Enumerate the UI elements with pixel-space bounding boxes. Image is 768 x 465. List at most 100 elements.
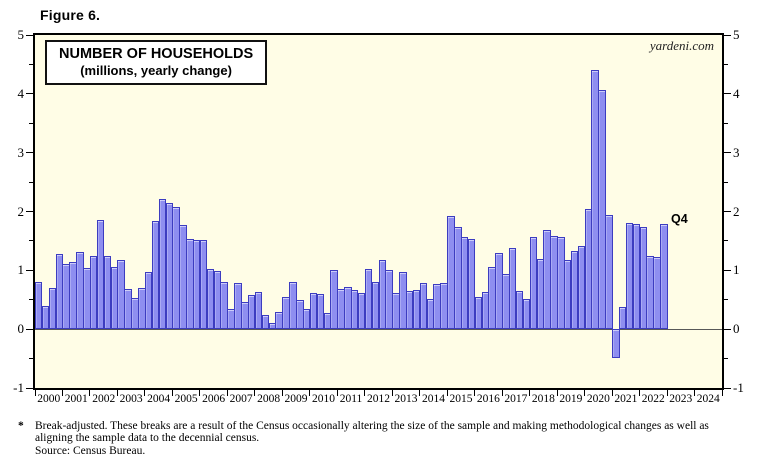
y-axis-minor-tick bbox=[724, 358, 728, 360]
x-axis-year-label: 2011 bbox=[339, 393, 363, 405]
y-axis-major-tick bbox=[724, 93, 731, 95]
bar bbox=[509, 247, 517, 330]
x-axis-year-label: 2003 bbox=[119, 393, 143, 405]
last-point-label: Q4 bbox=[671, 211, 688, 226]
x-axis-year-label: 2014 bbox=[421, 393, 445, 405]
x-axis-year-label: 2018 bbox=[531, 393, 555, 405]
y-axis-minor-tick bbox=[724, 299, 728, 301]
y-axis-label-right: -1 bbox=[733, 380, 744, 395]
x-axis-year-label: 2008 bbox=[257, 393, 281, 405]
x-axis-tick bbox=[391, 390, 393, 396]
y-axis-major-tick bbox=[26, 93, 33, 95]
x-axis-year-label: 2007 bbox=[229, 393, 253, 405]
y-axis-major-tick bbox=[724, 211, 731, 212]
footnote: * Break-adjusted. These breaks are a res… bbox=[18, 420, 748, 457]
y-axis-label-right: 3 bbox=[733, 144, 740, 160]
y-axis-minor-tick bbox=[29, 240, 33, 242]
x-axis-tick bbox=[89, 390, 91, 396]
chart-title: NUMBER OF HOUSEHOLDS bbox=[59, 46, 254, 62]
y-axis-minor-tick bbox=[724, 181, 728, 183]
y-axis-minor-tick bbox=[29, 299, 33, 301]
bar bbox=[220, 281, 228, 330]
chart-title-box: NUMBER OF HOUSEHOLDS (millions, yearly c… bbox=[45, 40, 268, 85]
watermark-yardeni: yardeni.com bbox=[649, 38, 714, 53]
x-axis-year-label: 2016 bbox=[476, 393, 500, 405]
x-axis-year-label: 2013 bbox=[394, 393, 418, 405]
bar bbox=[35, 281, 43, 330]
x-axis-tick bbox=[309, 390, 311, 396]
x-axis-tick bbox=[281, 390, 283, 396]
y-axis-label-left: 2 bbox=[17, 203, 25, 219]
y-axis-label-left: 1 bbox=[17, 262, 25, 278]
x-axis-tick bbox=[556, 390, 558, 396]
y-axis-major-tick bbox=[26, 269, 33, 271]
y-axis-label-right: 0 bbox=[733, 321, 740, 337]
y-axis-label-left: -1 bbox=[13, 380, 24, 395]
y-axis-major-tick bbox=[26, 328, 33, 330]
y-axis-minor-tick bbox=[29, 63, 33, 65]
chart-plot-area: NUMBER OF HOUSEHOLDS (millions, yearly c… bbox=[33, 33, 724, 390]
y-axis-major-tick bbox=[724, 152, 731, 154]
x-axis-tick bbox=[254, 390, 256, 396]
x-axis-tick bbox=[199, 390, 201, 396]
y-axis-major-tick bbox=[724, 387, 731, 389]
y-axis-minor-tick bbox=[724, 122, 728, 124]
x-axis-year-label: 2006 bbox=[202, 393, 226, 405]
chart-subtitle: (millions, yearly change) bbox=[80, 63, 232, 79]
bar bbox=[261, 315, 270, 330]
x-axis-year-label: 2001 bbox=[64, 393, 88, 405]
bar bbox=[316, 294, 325, 330]
x-axis-year-label: 2005 bbox=[174, 393, 198, 405]
x-axis-tick bbox=[721, 390, 723, 396]
y-axis-minor-tick bbox=[29, 358, 33, 360]
y-axis-label-left: 3 bbox=[17, 144, 25, 160]
x-axis-tick bbox=[501, 390, 503, 396]
bar bbox=[254, 292, 263, 330]
x-axis-tick bbox=[474, 390, 476, 396]
y-axis-label-right: 2 bbox=[733, 203, 740, 219]
bar bbox=[612, 329, 620, 358]
y-axis-minor-tick bbox=[724, 63, 728, 65]
x-axis-year-label: 2024 bbox=[696, 393, 720, 405]
x-axis-year-label: 2009 bbox=[284, 393, 308, 405]
x-axis-tick bbox=[694, 390, 696, 396]
y-axis-label-right: 4 bbox=[733, 85, 740, 101]
y-axis-major-tick bbox=[26, 34, 33, 36]
x-axis-tick bbox=[611, 390, 613, 396]
y-axis-label-left: 0 bbox=[17, 321, 25, 337]
x-axis-year-label: 2015 bbox=[449, 393, 473, 405]
x-axis-tick bbox=[61, 390, 63, 396]
y-axis-major-tick bbox=[26, 211, 33, 212]
x-axis-year-label: 2017 bbox=[504, 393, 528, 405]
bar bbox=[660, 223, 668, 330]
x-axis-year-label: 2022 bbox=[641, 393, 665, 405]
x-axis-year-label: 2000 bbox=[37, 393, 61, 405]
footnote-asterisk: * bbox=[18, 420, 24, 432]
y-axis-major-tick bbox=[724, 269, 731, 271]
x-axis-year-label: 2019 bbox=[559, 393, 583, 405]
footnote-text: Break-adjusted. These breaks are a resul… bbox=[35, 420, 709, 445]
bar bbox=[605, 215, 613, 330]
x-axis-tick bbox=[116, 390, 118, 396]
x-axis-year-label: 2012 bbox=[367, 393, 390, 405]
x-axis-tick bbox=[584, 390, 586, 396]
x-axis-year-label: 2020 bbox=[586, 393, 610, 405]
bar bbox=[598, 90, 606, 330]
footnote-source: Source: Census Bureau. bbox=[35, 444, 146, 457]
y-axis-major-tick bbox=[724, 328, 731, 330]
x-axis-year-label: 2002 bbox=[92, 393, 116, 405]
y-axis-label-right: 1 bbox=[733, 262, 740, 278]
x-axis-tick bbox=[144, 390, 146, 396]
y-axis-minor-tick bbox=[29, 181, 33, 183]
zero-gridline bbox=[35, 329, 722, 331]
x-axis-year-label: 2004 bbox=[147, 393, 171, 405]
y-axis-major-tick bbox=[26, 387, 33, 389]
y-axis-major-tick bbox=[26, 152, 33, 154]
bar bbox=[467, 239, 476, 330]
x-axis-tick bbox=[529, 390, 531, 396]
x-axis-tick bbox=[336, 390, 338, 396]
x-axis-tick bbox=[364, 390, 366, 396]
plot-inner: NUMBER OF HOUSEHOLDS (millions, yearly c… bbox=[35, 35, 722, 388]
y-axis-label-right: 5 bbox=[733, 27, 740, 42]
x-axis-tick bbox=[226, 390, 228, 396]
